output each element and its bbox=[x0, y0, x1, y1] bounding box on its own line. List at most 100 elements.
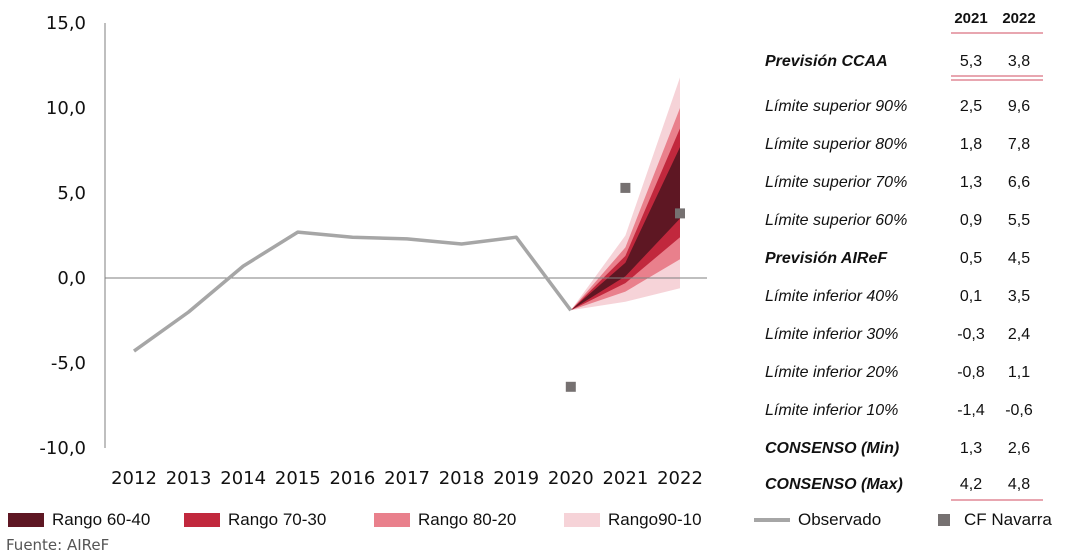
cell-2021: 0,9 bbox=[959, 212, 983, 229]
x-tick-label: 2018 bbox=[439, 468, 485, 489]
legend-swatch bbox=[8, 513, 44, 527]
legend-marker bbox=[938, 514, 950, 526]
row-label: Límite inferior 20% bbox=[765, 364, 899, 381]
observed-line bbox=[132, 230, 573, 353]
cell-2021: -0,3 bbox=[957, 326, 985, 343]
cell-2022: 6,6 bbox=[1007, 174, 1031, 191]
cell-2021: 0,1 bbox=[959, 288, 983, 305]
cf-navarra-point bbox=[620, 182, 631, 193]
table-row: Límite superior 60% 0,9 5,5 bbox=[755, 204, 1080, 238]
col-header-2021: 2021 bbox=[954, 10, 988, 27]
legend-item-rango-70-30: Rango 70-30 bbox=[184, 510, 326, 530]
x-tick-label: 2013 bbox=[166, 468, 212, 489]
legend-label: Observado bbox=[798, 510, 882, 529]
table-row: Límite superior 80% 1,8 7,8 bbox=[755, 128, 1080, 162]
row-label: Límite inferior 40% bbox=[765, 288, 899, 305]
row-label: Previsión AIReF bbox=[765, 250, 888, 267]
legend: Rango 60-40 Rango 70-30 Rango 80-20 Rang… bbox=[8, 510, 1080, 536]
row-label: Límite inferior 10% bbox=[765, 402, 899, 419]
table-row: Límite inferior 20% -0,8 1,1 bbox=[755, 356, 1080, 390]
cell-2021: 2,5 bbox=[959, 98, 983, 115]
cell-2022: 5,5 bbox=[1007, 212, 1031, 229]
legend-line bbox=[754, 518, 790, 522]
cell-2022: 3,8 bbox=[1007, 53, 1031, 70]
observed-series bbox=[132, 230, 573, 353]
divider-ccaa-2 bbox=[951, 79, 1043, 81]
cell-2021: 1,3 bbox=[959, 174, 983, 191]
x-tick-label: 2012 bbox=[111, 468, 157, 489]
x-tick-label: 2020 bbox=[548, 468, 594, 489]
x-tick-label: 2016 bbox=[329, 468, 375, 489]
row-label: Límite superior 70% bbox=[765, 174, 908, 191]
cell-2021: -1,4 bbox=[957, 402, 985, 419]
legend-item-rango-80-20: Rango 80-20 bbox=[374, 510, 516, 530]
table-row: Límite inferior 30% -0,3 2,4 bbox=[755, 318, 1080, 352]
cell-2022: 4,8 bbox=[1007, 476, 1031, 493]
row-label: CONSENSO (Min) bbox=[765, 440, 900, 457]
table-row: Límite inferior 40% 0,1 3,5 bbox=[755, 280, 1080, 314]
cell-2022: 7,8 bbox=[1007, 136, 1031, 153]
table-row: CONSENSO (Min) 1,3 2,6 bbox=[755, 432, 1080, 466]
legend-swatch bbox=[564, 513, 600, 527]
x-tick-label: 2015 bbox=[275, 468, 321, 489]
fan-bands bbox=[105, 77, 707, 311]
cell-2021: 1,3 bbox=[959, 440, 983, 457]
cell-2021: 1,8 bbox=[959, 136, 983, 153]
y-tick-label: -5,0 bbox=[51, 353, 86, 374]
legend-label: Rango90-10 bbox=[608, 510, 702, 529]
legend-label: CF Navarra bbox=[964, 510, 1052, 529]
table-row: Previsión CCAA 5,3 3,8 bbox=[755, 45, 1080, 79]
y-tick-label: 5,0 bbox=[57, 183, 86, 204]
cell-2022: 4,5 bbox=[1007, 250, 1031, 267]
header-divider bbox=[951, 32, 1043, 34]
cf-navarra-point bbox=[565, 381, 576, 392]
divider-ccaa bbox=[951, 75, 1043, 77]
divider-consenso bbox=[951, 499, 1043, 501]
row-label: Límite inferior 30% bbox=[765, 326, 899, 343]
x-tick-label: 2019 bbox=[493, 468, 539, 489]
legend-item-rango-60-40: Rango 60-40 bbox=[8, 510, 150, 530]
cell-2022: 2,6 bbox=[1007, 440, 1031, 457]
x-tick-label: 2022 bbox=[657, 468, 703, 489]
table-row: Previsión AIReF 0,5 4,5 bbox=[755, 242, 1080, 276]
forecast-chart: 15,0 10,0 5,0 0,0 -5,0 -10,0 2012 2013 2014 2015… bbox=[39, 13, 707, 489]
table-row: Límite inferior 10% -1,4 -0,6 bbox=[755, 394, 1080, 428]
legend-item-rango90-10: Rango90-10 bbox=[564, 510, 702, 530]
legend-item-observado: Observado bbox=[754, 510, 881, 530]
x-axis: 2012 2013 2014 2015 2016 2017 2018 2019 2020 2021… bbox=[111, 468, 703, 489]
cell-2022: -0,6 bbox=[1005, 402, 1033, 419]
x-tick-label: 2021 bbox=[602, 468, 648, 489]
row-label: Límite superior 60% bbox=[765, 212, 908, 229]
row-label: Límite superior 90% bbox=[765, 98, 908, 115]
fan-band-4 bbox=[570, 147, 680, 311]
col-header-2022: 2022 bbox=[1002, 10, 1036, 27]
cell-2021: -0,8 bbox=[957, 364, 985, 381]
cf-navarra-series bbox=[565, 182, 685, 392]
cell-2021: 5,3 bbox=[959, 53, 983, 70]
table-row: Límite superior 90% 2,5 9,6 bbox=[755, 90, 1080, 124]
y-axis: 15,0 10,0 5,0 0,0 -5,0 -10,0 bbox=[39, 13, 106, 459]
y-tick-label: 15,0 bbox=[46, 13, 86, 34]
cell-2022: 1,1 bbox=[1007, 364, 1031, 381]
cell-2021: 4,2 bbox=[959, 476, 983, 493]
legend-swatch bbox=[374, 513, 410, 527]
legend-item-cf-navarra: CF Navarra bbox=[938, 510, 1052, 530]
legend-label: Rango 80-20 bbox=[418, 510, 517, 529]
cell-2022: 9,6 bbox=[1007, 98, 1031, 115]
table-row: Límite superior 70% 1,3 6,6 bbox=[755, 166, 1080, 200]
x-tick-label: 2014 bbox=[220, 468, 266, 489]
cell-2022: 2,4 bbox=[1007, 326, 1031, 343]
row-label: Límite superior 80% bbox=[765, 136, 908, 153]
y-tick-label: 10,0 bbox=[46, 98, 86, 119]
legend-label: Rango 70-30 bbox=[228, 510, 327, 529]
legend-label: Rango 60-40 bbox=[52, 510, 151, 529]
legend-swatch bbox=[184, 513, 220, 527]
row-label: CONSENSO (Max) bbox=[765, 476, 903, 493]
source-note: Fuente: AIReF bbox=[6, 536, 110, 554]
cell-2022: 3,5 bbox=[1007, 288, 1031, 305]
cf-navarra-point bbox=[675, 208, 685, 219]
x-tick-label: 2017 bbox=[384, 468, 430, 489]
y-tick-label: 0,0 bbox=[57, 268, 86, 289]
cell-2021: 0,5 bbox=[959, 250, 983, 267]
table-row: CONSENSO (Max) 4,2 4,8 bbox=[755, 468, 1080, 502]
